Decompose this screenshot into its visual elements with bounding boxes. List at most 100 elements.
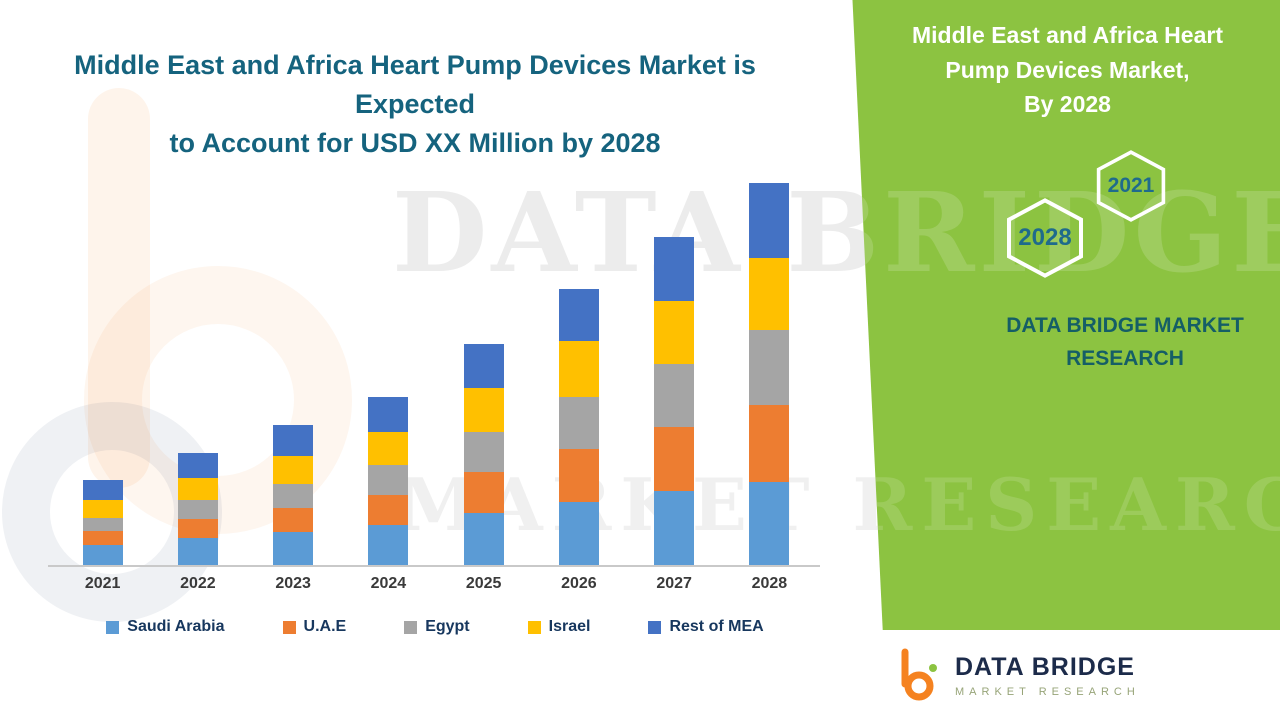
bar-segment-rest-of-mea-2026: [558, 289, 599, 341]
hexagon-badge-2028: 2028: [998, 198, 1092, 278]
legend-item-saudi-arabia: Saudi Arabia: [106, 618, 225, 636]
stacked-bar-2023: [273, 425, 314, 565]
legend-label-saudi-arabia: Saudi Arabia: [127, 618, 225, 635]
bar-segment-u-a-e-2024: [368, 495, 409, 525]
legend-swatch-icon-rest-of-mea: [648, 620, 662, 634]
bar-segment-rest-of-mea-2023: [273, 425, 314, 456]
bar-segment-rest-of-mea-2024: [368, 397, 409, 432]
panel-title-line2: Pump Devices Market,: [945, 56, 1190, 83]
legend-swatch-icon-saudi-arabia: [106, 620, 120, 634]
bar-segment-saudi-arabia-2021: [82, 545, 123, 565]
panel-title: Middle East and Africa Heart Pump Device…: [895, 18, 1240, 122]
bar-segment-israel-2024: [368, 432, 409, 465]
chart-title: Middle East and Africa Heart Pump Device…: [70, 46, 760, 163]
bar-segment-israel-2028: [749, 258, 790, 330]
hexagon-outline-icon: [1007, 198, 1083, 278]
panel-title-line3: By 2028: [1024, 91, 1111, 117]
background-logo-watermark: [2, 88, 352, 622]
footer-brand-name: DATA BRIDGE: [955, 652, 1135, 681]
legend-item-u-a-e: U.A.E: [282, 618, 347, 636]
bar-segment-u-a-e-2026: [558, 449, 599, 502]
x-axis-label-2026: 2026: [561, 575, 597, 592]
bar-column-2025: [436, 163, 531, 565]
bar-segment-egypt-2022: [177, 500, 218, 519]
bar-segment-saudi-arabia-2025: [463, 513, 504, 565]
legend-label-egypt: Egypt: [425, 618, 470, 635]
stacked-bar-2027: [654, 237, 695, 565]
x-axis-label-2024: 2024: [370, 575, 407, 592]
legend-item-israel: Israel: [527, 618, 591, 636]
panel-title-line1: Middle East and Africa Heart: [911, 22, 1223, 48]
bar-column-2026: [531, 163, 626, 565]
x-axis-label-2027: 2027: [656, 575, 692, 592]
bar-segment-u-a-e-2027: [654, 427, 695, 491]
bar-segment-egypt-2026: [558, 397, 599, 449]
x-axis-label-2025: 2025: [465, 575, 502, 592]
bar-column-2021: [55, 163, 150, 565]
bar-column-2022: [150, 163, 245, 565]
x-axis-label-2021: 2021: [84, 575, 121, 592]
bar-segment-u-a-e-2021: [82, 531, 123, 545]
footer-logo-box: DATA BRIDGE MARKET RESEARCH: [868, 630, 1280, 720]
bar-segment-rest-of-mea-2025: [463, 344, 504, 388]
bar-segment-egypt-2027: [654, 364, 695, 427]
bar-segment-saudi-arabia-2023: [273, 532, 314, 565]
bars-row: [55, 163, 817, 565]
legend-item-egypt: Egypt: [404, 618, 470, 636]
bar-segment-saudi-arabia-2026: [558, 502, 599, 565]
legend-label-israel: Israel: [548, 618, 591, 635]
watermark-data-bridge-on-green: DATA BRIDGE: [392, 168, 1280, 297]
bar-segment-saudi-arabia-2022: [177, 538, 218, 565]
bar-column-2027: [627, 163, 722, 565]
panel-brand-line2: RESEARCH: [1066, 346, 1184, 370]
bar-segment-egypt-2024: [368, 465, 409, 495]
bar-segment-egypt-2028: [749, 330, 790, 405]
hexagon-badge-2021-label: 2021: [1107, 174, 1155, 197]
bar-segment-israel-2023: [273, 456, 314, 484]
bar-segment-u-a-e-2023: [273, 508, 314, 532]
legend-label-u-a-e: U.A.E: [303, 618, 347, 635]
bar-segment-rest-of-mea-2028: [749, 183, 790, 258]
bar-segment-israel-2025: [463, 388, 504, 432]
legend-swatch-icon-egypt: [404, 620, 418, 634]
hexagon-badge-2021: 2021: [1094, 150, 1168, 222]
bar-segment-israel-2027: [654, 301, 695, 364]
bar-segment-israel-2021: [82, 500, 123, 518]
bar-segment-u-a-e-2028: [749, 405, 790, 482]
footer-brand-subtitle: MARKET RESEARCH: [955, 685, 1140, 698]
bar-segment-rest-of-mea-2021: [82, 480, 123, 500]
stacked-bar-2025: [463, 344, 504, 565]
bar-segment-saudi-arabia-2028: [749, 482, 790, 565]
legend: Saudi Arabia U.A.E Egypt Israel Rest of MEA: [40, 618, 830, 636]
bar-column-2024: [341, 163, 436, 565]
x-labels-row: 2021 2022 2023 2024 2025 2026 2027 2028: [55, 575, 817, 593]
x-axis-label-2022: 2022: [180, 575, 216, 592]
x-axis-line: [48, 565, 820, 567]
stacked-bar-2024: [368, 397, 409, 565]
stacked-bar-2022: [177, 453, 218, 565]
bar-segment-egypt-2021: [82, 518, 123, 531]
bar-segment-israel-2022: [177, 478, 218, 500]
bar-segment-egypt-2023: [273, 484, 314, 508]
data-bridge-logo-icon: [901, 648, 937, 701]
footer-brand-text: DATA BRIDGE MARKET RESEARCH: [955, 653, 1140, 698]
stacked-bar-2021: [82, 480, 123, 565]
bar-column-2028: [722, 163, 817, 565]
legend-label-rest-of-mea: Rest of MEA: [669, 618, 764, 635]
hexagon-outline-icon: [1096, 150, 1166, 222]
bar-segment-saudi-arabia-2027: [654, 491, 695, 565]
stacked-bar-2026: [558, 289, 599, 565]
chart-title-line2: to Account for USD XX Million by 2028: [169, 128, 661, 159]
watermark-market-research-on-green: MARKET RESEARCH: [398, 462, 1280, 547]
legend-swatch-icon-u-a-e: [282, 620, 296, 634]
hexagon-badge-2028-label: 2028: [1018, 224, 1072, 251]
bar-segment-israel-2026: [558, 341, 599, 397]
panel-brand-line1: DATA BRIDGE MARKET: [1006, 314, 1244, 337]
legend-swatch-icon-israel: [527, 620, 541, 634]
bar-segment-rest-of-mea-2027: [654, 237, 695, 301]
bar-segment-saudi-arabia-2024: [368, 525, 409, 565]
stacked-bar-2028: [749, 183, 790, 565]
panel-brand-text: DATA BRIDGE MARKET RESEARCH: [955, 310, 1280, 375]
